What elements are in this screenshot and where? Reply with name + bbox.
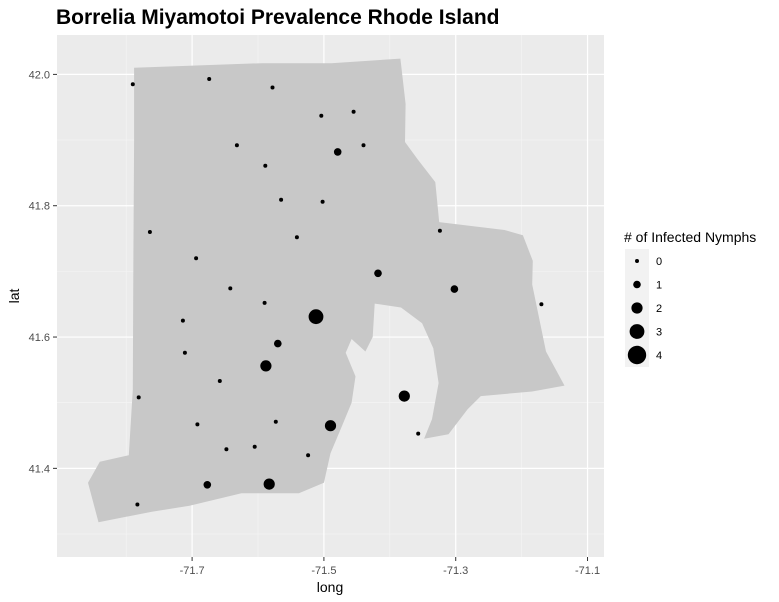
data-point-8 bbox=[263, 163, 268, 168]
chart-title: Borrelia Miyamotoi Prevalence Rhode Isla… bbox=[56, 6, 499, 29]
y-tick-label: 42.0 bbox=[29, 69, 50, 81]
y-tick-label: 41.6 bbox=[29, 332, 50, 344]
data-point-6 bbox=[361, 143, 366, 148]
data-point-18 bbox=[262, 300, 267, 305]
data-point-22 bbox=[274, 339, 282, 348]
legend-key-0 bbox=[635, 259, 639, 263]
data-point-10 bbox=[320, 199, 325, 204]
data-point-21 bbox=[180, 318, 185, 323]
data-point-4 bbox=[351, 109, 356, 114]
data-point-35 bbox=[203, 481, 212, 489]
data-point-33 bbox=[224, 447, 229, 452]
data-point-29 bbox=[195, 422, 200, 427]
rhode-island-region bbox=[88, 58, 565, 523]
data-point-27 bbox=[136, 395, 141, 400]
data-point-24 bbox=[260, 360, 272, 372]
legend-key-4 bbox=[627, 345, 647, 365]
data-point-37 bbox=[135, 502, 140, 507]
data-point-28 bbox=[273, 419, 278, 424]
data-point-3 bbox=[319, 113, 324, 118]
data-point-20 bbox=[308, 309, 324, 325]
data-point-16 bbox=[228, 286, 233, 291]
legend-label-0: 0 bbox=[656, 256, 662, 268]
x-axis-label: long bbox=[317, 579, 343, 595]
y-tick-label: 41.4 bbox=[29, 463, 50, 475]
legend-key-1 bbox=[633, 280, 641, 289]
legend-label-4: 4 bbox=[656, 350, 662, 362]
y-tick-label: 41.8 bbox=[29, 201, 50, 213]
data-point-17 bbox=[450, 285, 459, 293]
x-tick-label: -71.1 bbox=[575, 565, 600, 577]
data-point-9 bbox=[279, 197, 284, 202]
x-tick-label: -71.7 bbox=[180, 565, 205, 577]
data-point-11 bbox=[147, 230, 152, 234]
data-point-19 bbox=[539, 302, 544, 307]
data-point-34 bbox=[306, 453, 311, 458]
data-point-23 bbox=[182, 350, 187, 355]
data-point-1 bbox=[207, 77, 212, 81]
data-point-5 bbox=[234, 143, 239, 148]
data-point-12 bbox=[294, 235, 299, 240]
data-point-13 bbox=[437, 228, 442, 233]
legend-label-1: 1 bbox=[656, 280, 662, 292]
data-point-31 bbox=[416, 431, 421, 436]
y-axis-ticks: 41.4 41.6 41.8 42.0 bbox=[29, 69, 57, 475]
data-point-7 bbox=[333, 148, 342, 156]
x-tick-label: -71.5 bbox=[311, 565, 336, 577]
x-axis-ticks: -71.7 -71.5 -71.3 -71.1 bbox=[180, 557, 600, 577]
legend-key-2 bbox=[631, 302, 643, 314]
x-tick-label: -71.3 bbox=[443, 565, 468, 577]
legend: # of Infected Nymphs 0 1 2 3 4 bbox=[624, 229, 756, 367]
data-point-30 bbox=[324, 420, 337, 432]
data-point-32 bbox=[252, 444, 257, 449]
data-point-2 bbox=[270, 85, 275, 90]
legend-title: # of Infected Nymphs bbox=[624, 229, 756, 245]
data-point-14 bbox=[194, 256, 199, 261]
data-point-26 bbox=[398, 390, 410, 402]
data-point-25 bbox=[217, 379, 222, 383]
legend-key-3 bbox=[629, 324, 645, 339]
data-point-36 bbox=[263, 478, 275, 490]
legend-label-2: 2 bbox=[656, 303, 662, 315]
y-axis-label: lat bbox=[6, 289, 22, 304]
data-points bbox=[130, 77, 544, 507]
legend-label-3: 3 bbox=[656, 327, 662, 339]
data-point-15 bbox=[374, 269, 382, 278]
data-point-0 bbox=[130, 82, 135, 87]
